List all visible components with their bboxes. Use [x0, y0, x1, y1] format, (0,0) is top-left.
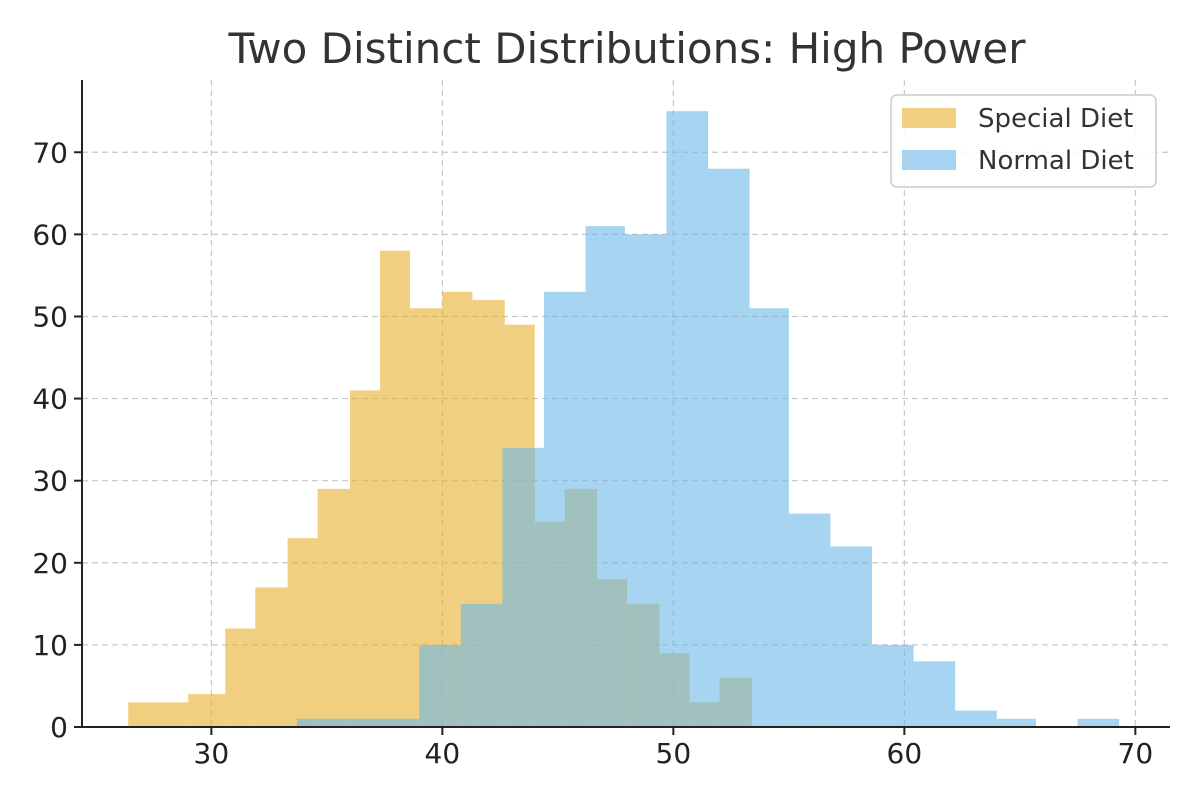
bar-1-6: [624, 234, 667, 727]
legend-swatch-special-diet: [902, 108, 956, 128]
axes: [81, 80, 1170, 728]
bar-1-5: [585, 226, 625, 727]
legend-label-normal-diet: Normal Diet: [978, 146, 1134, 176]
y-tick-label-70: 70: [32, 136, 68, 169]
bar-1-15: [996, 718, 1037, 727]
bars: [128, 111, 1120, 728]
x-tick-label-60: 60: [887, 737, 923, 770]
bar-0-0: [128, 702, 189, 727]
bar-1-8: [708, 168, 750, 728]
y-tick-label-10: 10: [32, 629, 68, 662]
legend-frame: [890, 94, 1157, 188]
bar-0-5: [317, 488, 350, 727]
bar-1-10: [788, 513, 831, 727]
bar-0-1: [188, 694, 226, 727]
bar-1-0: [296, 718, 420, 727]
bar-0-7: [379, 250, 411, 727]
bar-0-2: [225, 628, 256, 727]
legend-label-special-diet: Special Diet: [978, 104, 1133, 134]
bar-1-3: [502, 447, 544, 727]
y-tick-label-60: 60: [32, 218, 68, 251]
bar-1-9: [749, 308, 789, 727]
bar-1-11: [830, 546, 873, 727]
bar-1-4: [543, 291, 586, 727]
bar-0-6: [349, 390, 380, 727]
x-tick-label-50: 50: [656, 737, 692, 770]
legend-swatch-normal-diet: [902, 150, 956, 170]
y-tick-label-0: 0: [50, 711, 68, 744]
bar-0-3: [255, 587, 288, 727]
bar-1-1: [419, 644, 461, 727]
bar-1-12: [872, 644, 914, 727]
tick-labels: 30 40 50 60 70 0 10 20 30 40 50 60 70: [32, 136, 1153, 770]
bar-1-7: [666, 111, 709, 728]
y-tick-label-30: 30: [32, 465, 68, 498]
y-tick-label-40: 40: [32, 383, 68, 416]
series-normal-diet: [296, 111, 1120, 728]
bar-1-13: [913, 661, 956, 727]
chart-title: Two Distinct Distributions: High Power: [228, 24, 1027, 73]
y-tick-label-50: 50: [32, 300, 68, 333]
legend: Special Diet Normal Diet: [890, 94, 1157, 188]
bar-1-2: [460, 603, 503, 727]
bar-1-17: [1077, 718, 1120, 727]
bar-1-14: [955, 710, 997, 727]
x-tick-label-30: 30: [194, 737, 230, 770]
bar-0-4: [287, 538, 318, 727]
x-tick-label-40: 40: [425, 737, 461, 770]
x-tick-label-70: 70: [1118, 737, 1154, 770]
y-tick-label-20: 20: [32, 547, 68, 580]
